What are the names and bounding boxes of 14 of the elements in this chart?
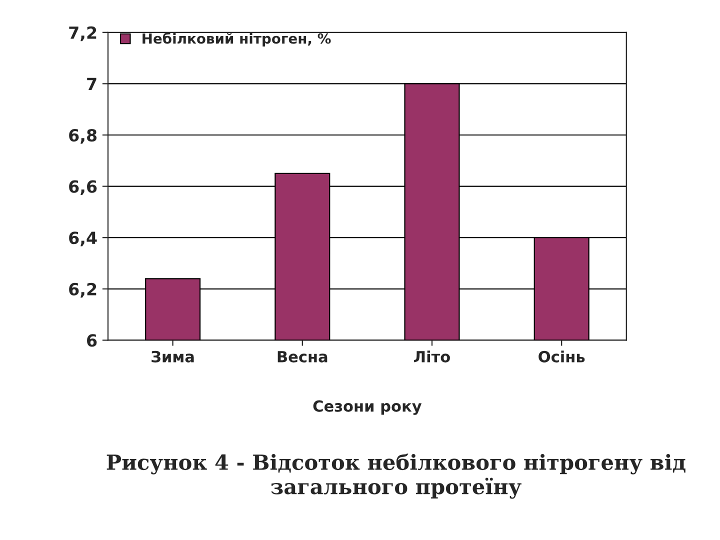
x-tick-label: Весна [278,351,328,362]
text: Рисунок 4 - Відсоток небілкового нітрогену від загального протеїну [106,454,686,499]
y-tick-label: 6,2 [69,282,96,298]
y-tick-label: 6,6 [69,180,97,195]
y-tick-label: 7,2 [69,26,96,42]
x-axis-title: Сезони року [313,400,422,415]
legend-label: Небілковий нітроген, % [142,32,331,46]
x-tick-label: Літо [414,350,450,362]
y-tick-label: 6,4 [69,232,97,246]
y-tick-label: 6 [87,334,97,347]
y-tick-label: 7 [87,78,96,90]
x-tick-label: Осінь [538,350,585,362]
y-tick-label: 6,8 [69,128,97,144]
x-tick-label: Зима [152,350,194,362]
